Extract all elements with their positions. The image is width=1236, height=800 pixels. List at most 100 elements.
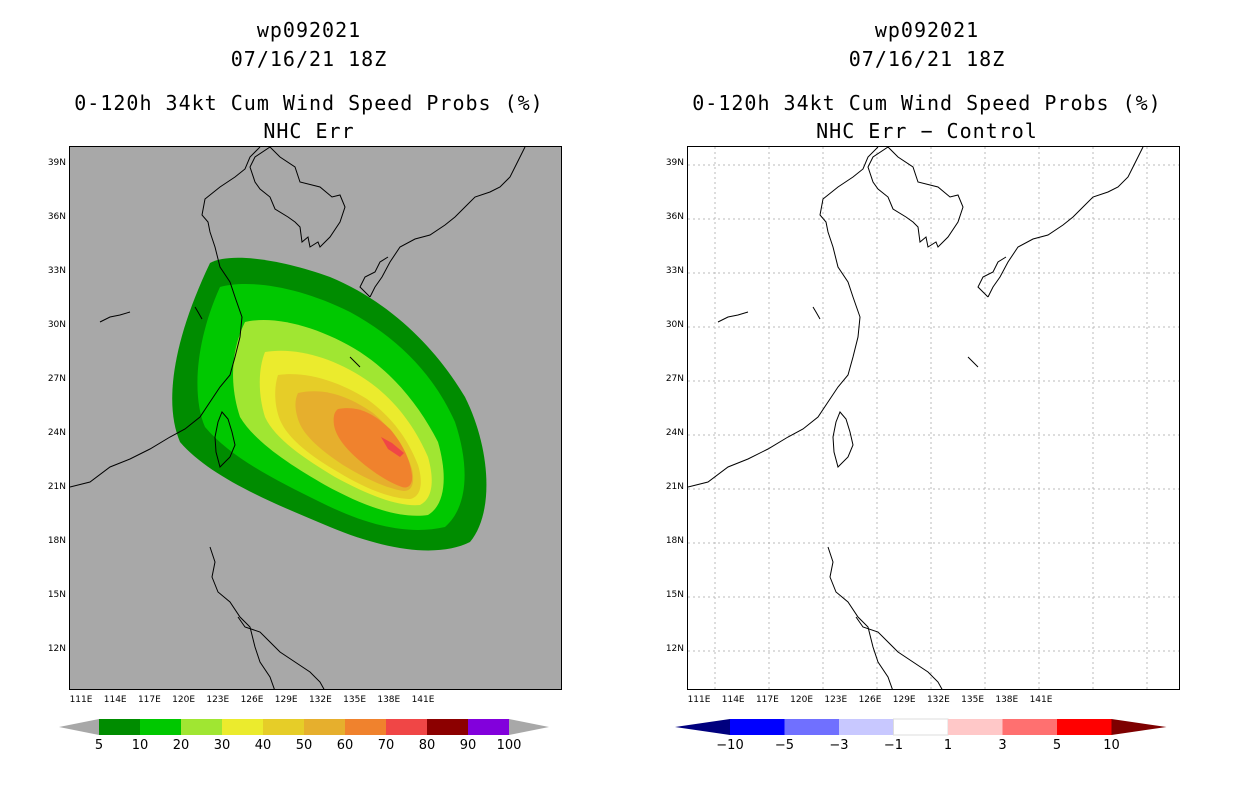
lon-label: 141E <box>411 695 435 705</box>
colorbar-label: 60 <box>336 738 354 753</box>
lon-label: 117E <box>755 695 779 705</box>
colorbar-label: −10 <box>716 738 744 753</box>
lat-label: 27N <box>665 374 684 384</box>
contour-70 <box>381 437 404 457</box>
lat-label: 36N <box>47 212 66 222</box>
colorbar-label: 30 <box>213 738 231 753</box>
colorbar-box <box>1057 719 1112 735</box>
datetime: 07/16/21 18Z <box>230 47 388 71</box>
colorbar-label: 10 <box>1103 738 1120 753</box>
lat-label: 18N <box>665 536 684 546</box>
colorbar-label: 50 <box>295 738 313 753</box>
colorbar-label: 70 <box>377 738 395 753</box>
lat-label: 15N <box>665 590 684 600</box>
colorbar-box <box>386 719 427 735</box>
lat-label: 30N <box>47 320 66 330</box>
colorbar-arrow-low <box>675 719 730 735</box>
colorbar-box <box>222 719 263 735</box>
colorbar-box <box>784 719 839 735</box>
lat-label: 30N <box>665 320 684 330</box>
lon-label: 126E <box>240 695 264 705</box>
colorbar-label: 20 <box>172 738 190 753</box>
colorbar-box <box>948 719 1003 735</box>
coastline-outlines <box>70 147 526 689</box>
colorbar-label: 5 <box>1052 738 1062 753</box>
colorbar-label: 90 <box>459 738 477 753</box>
coastline-outlines <box>688 147 1144 689</box>
panel-nhc-err-control: wp092021 07/16/21 18Z 0-120h 34kt Cum Wi… <box>618 0 1236 800</box>
lat-label: 33N <box>665 266 684 276</box>
subtitle: NHC Err <box>263 119 355 143</box>
lon-label: 129E <box>892 695 916 705</box>
lon-label: 132E <box>308 695 332 705</box>
colorbar-box <box>140 719 181 735</box>
lat-label: 21N <box>665 482 684 492</box>
lon-label: 117E <box>137 695 161 705</box>
colorbar <box>59 719 549 735</box>
lat-label: 21N <box>47 482 66 492</box>
colorbar-box <box>304 719 345 735</box>
colorbar-box <box>263 719 304 735</box>
lon-label: 138E <box>995 695 1019 705</box>
colorbar-box <box>468 719 509 735</box>
colorbar-box <box>730 719 785 735</box>
lat-label: 15N <box>47 590 66 600</box>
subtitle: NHC Err − Control <box>816 119 1038 143</box>
colorbar-label: −1 <box>883 738 904 753</box>
colorbar-box <box>345 719 386 735</box>
lon-label: 135E <box>961 695 985 705</box>
colorbar-label: 100 <box>496 738 522 753</box>
lat-label: 33N <box>47 266 66 276</box>
colorbar-box <box>839 719 894 735</box>
product-title: 0-120h 34kt Cum Wind Speed Probs (%) <box>74 91 544 115</box>
lat-label: 27N <box>47 374 66 384</box>
lon-label: 126E <box>858 695 882 705</box>
lat-label: 39N <box>665 158 684 168</box>
lat-label: 12N <box>665 644 684 654</box>
storm-id: wp092021 <box>874 18 980 42</box>
colorbar-label: −5 <box>774 738 795 753</box>
lat-label: 36N <box>665 212 684 222</box>
lat-label: 18N <box>47 536 66 546</box>
lon-label: 141E <box>1029 695 1053 705</box>
wind-probability-shading <box>172 257 487 551</box>
colorbar-label: 3 <box>998 738 1007 753</box>
map-canvas <box>688 147 1179 689</box>
colorbar-label: −3 <box>829 738 849 753</box>
colorbar-label: 80 <box>418 738 436 753</box>
lon-label: 120E <box>790 695 814 705</box>
colorbar-arrow-high <box>1111 719 1167 735</box>
contour-60 <box>333 408 413 488</box>
lat-label: 12N <box>47 644 66 654</box>
colorbar-box <box>893 718 949 736</box>
storm-id: wp092021 <box>256 18 362 42</box>
colorbar-label: 10 <box>131 738 149 753</box>
datetime: 07/16/21 18Z <box>848 47 1006 71</box>
lon-label: 135E <box>343 695 367 705</box>
lat-label: 24N <box>665 428 684 438</box>
lon-label: 111E <box>69 695 93 705</box>
colorbar-label: 40 <box>254 738 272 753</box>
difference-map <box>687 146 1180 690</box>
colorbar-label: 1 <box>943 738 953 753</box>
colorbar-label: 5 <box>94 738 104 753</box>
lon-label: 120E <box>172 695 196 705</box>
lon-label: 114E <box>103 695 127 705</box>
lat-label: 24N <box>47 428 66 438</box>
lon-label: 138E <box>377 695 401 705</box>
colorbar-box <box>427 719 468 735</box>
colorbar-arrow-high <box>509 719 549 735</box>
lon-label: 111E <box>687 695 711 705</box>
product-title: 0-120h 34kt Cum Wind Speed Probs (%) <box>692 91 1162 115</box>
lon-label: 114E <box>721 695 745 705</box>
colorbar-box <box>1002 719 1057 735</box>
lon-label: 123E <box>824 695 848 705</box>
colorbar-box <box>181 719 222 735</box>
colorbar <box>675 718 1167 736</box>
lon-label: 123E <box>206 695 230 705</box>
lon-label: 129E <box>274 695 298 705</box>
colorbar-arrow-low <box>59 719 99 735</box>
lon-label: 132E <box>926 695 950 705</box>
probability-map <box>69 146 562 690</box>
panel-nhc-err: wp092021 07/16/21 18Z 0-120h 34kt Cum Wi… <box>47 18 562 753</box>
